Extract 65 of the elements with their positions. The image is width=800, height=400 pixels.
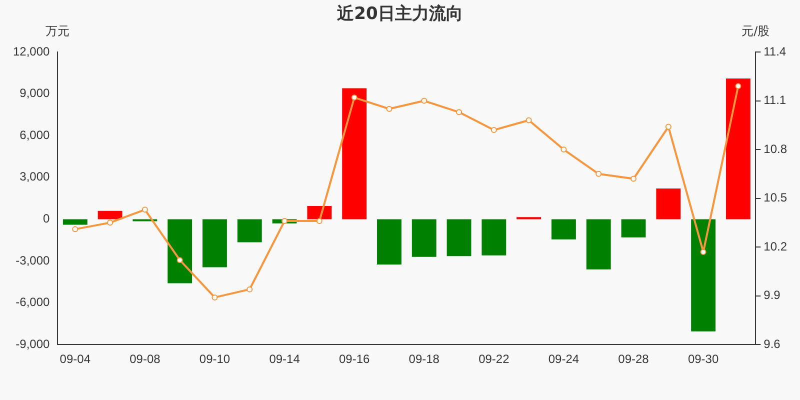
point <box>735 83 742 90</box>
bar <box>446 219 472 256</box>
bar <box>691 219 716 332</box>
y2-tick-label: 10.5 <box>764 190 788 205</box>
bar <box>307 206 332 220</box>
point <box>142 206 148 213</box>
bar <box>62 219 88 225</box>
point <box>700 248 706 255</box>
x-tick-label: 09-30 <box>688 352 719 366</box>
y2-axis-title: 元/股 <box>742 24 770 38</box>
point <box>107 220 114 226</box>
bar <box>202 219 227 268</box>
x-tick-label: 09-04 <box>60 352 91 366</box>
y-tick-label: -6,000 <box>16 295 50 310</box>
y-tick-label: 9,000 <box>20 86 50 100</box>
y-tick-label: -3,000 <box>16 253 50 268</box>
x-tick-label: 09-22 <box>478 352 510 366</box>
point <box>246 286 253 292</box>
point <box>526 117 532 124</box>
bar <box>342 88 367 220</box>
bar <box>412 219 436 257</box>
bar <box>551 219 576 240</box>
point <box>316 218 322 224</box>
y2-tick-label: 11.4 <box>764 44 786 58</box>
bar <box>621 219 646 238</box>
point <box>72 226 78 232</box>
point <box>351 94 358 101</box>
chart-title: 近20日主力流向 <box>336 3 464 25</box>
point <box>596 170 602 177</box>
bar <box>98 210 122 220</box>
x-tick-label: 09-18 <box>408 352 440 366</box>
bar <box>726 78 750 220</box>
point <box>560 146 567 153</box>
point <box>421 98 428 104</box>
bar <box>168 219 192 284</box>
bar <box>237 219 262 242</box>
x-tick-label: 09-28 <box>618 352 650 366</box>
y2-tick-label: 10.2 <box>764 239 788 254</box>
x-tick-label: 09-10 <box>199 352 230 366</box>
point <box>282 218 288 224</box>
y-tick-label: -9,000 <box>16 336 50 351</box>
point <box>386 106 392 112</box>
bar <box>377 219 402 264</box>
x-tick-label: 09-08 <box>130 352 161 366</box>
y-axis-title: 万元 <box>46 24 70 38</box>
y-tick-label: 6,000 <box>20 128 50 142</box>
y-tick-label: 0 <box>43 212 50 226</box>
bar <box>482 219 506 256</box>
x-tick-label: 09-16 <box>338 352 370 366</box>
bar <box>586 219 611 270</box>
point <box>665 124 672 130</box>
point <box>490 127 497 134</box>
y2-tick-label: 10.8 <box>764 142 788 156</box>
y2-tick-label: 11.1 <box>764 93 786 108</box>
bar <box>656 188 681 220</box>
y-tick-label: 12,000 <box>13 44 50 58</box>
y2-tick-label: 9.9 <box>764 288 781 302</box>
point <box>212 294 218 300</box>
x-tick-label: 09-24 <box>548 352 580 366</box>
y2-tick-label: 9.6 <box>764 336 781 351</box>
point <box>456 109 462 116</box>
y-tick-label: 3,000 <box>20 170 50 184</box>
x-tick-label: 09-14 <box>269 352 300 366</box>
point <box>176 257 183 264</box>
point <box>630 176 637 182</box>
